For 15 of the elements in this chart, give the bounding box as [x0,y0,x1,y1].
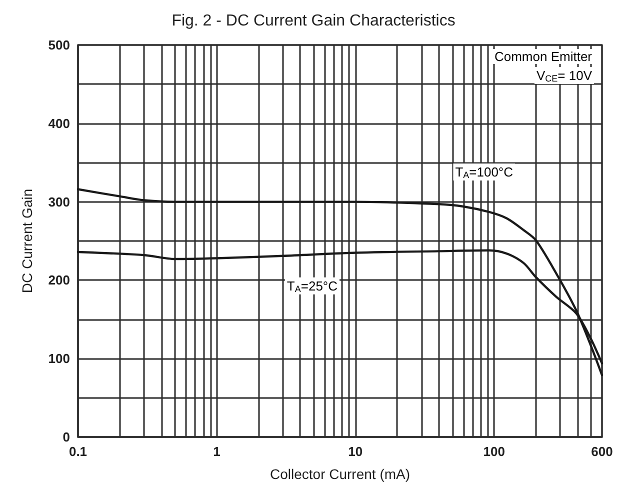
annotation: Common Emitter [494,49,593,64]
y-tick-label: 100 [48,351,70,366]
y-tick-label: 200 [48,272,70,288]
y-tick-label: 500 [48,38,70,52]
x-tick-label: 10 [348,444,363,459]
y-tick-label: 400 [48,116,70,131]
x-tick-label: 100 [483,444,505,459]
chart-title: Fig. 2 - DC Current Gain Characteristics [172,12,456,30]
x-tick-label: 600 [591,444,613,459]
y-tick-label: 0 [62,430,70,444]
x-axis-title: Collector Current (mA) [270,466,410,482]
y-axis-title: DC Current Gain [19,188,35,294]
x-tick-label: 0.1 [68,444,88,459]
y-tick-label: 300 [48,194,70,210]
x-tick-label: 1 [213,444,220,459]
